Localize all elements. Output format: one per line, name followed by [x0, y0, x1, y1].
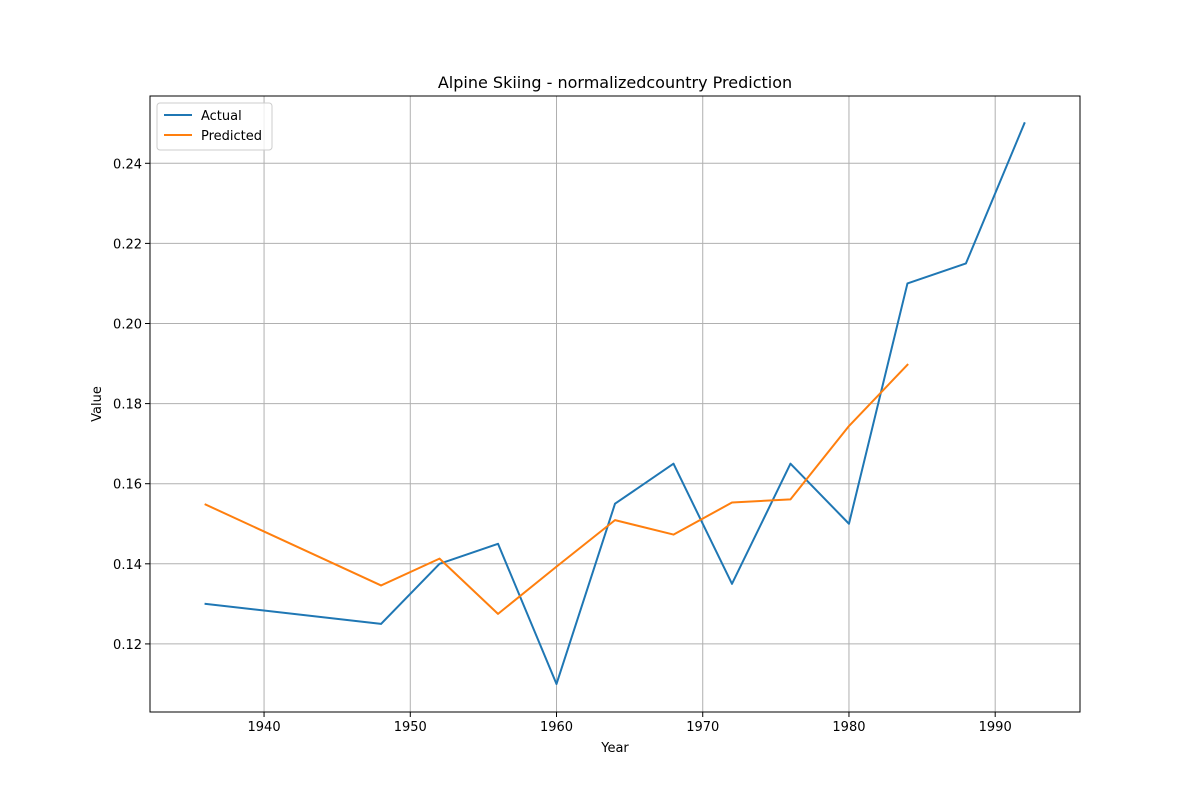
legend-label-predicted: Predicted: [201, 129, 262, 144]
y-tick-label: 0.12: [113, 638, 142, 653]
data-point-actual: [906, 282, 909, 285]
data-point-actual: [789, 462, 792, 465]
data-point-predicted: [672, 533, 675, 536]
data-point-actual: [555, 683, 558, 685]
data-point-actual: [731, 583, 733, 585]
data-point-predicted: [497, 613, 499, 615]
series-layer: [204, 121, 1026, 685]
x-tick-label: 1980: [832, 720, 865, 735]
y-tick-label: 0.22: [113, 237, 142, 252]
data-point-actual: [1023, 122, 1026, 125]
x-tick-label: 1940: [248, 720, 281, 735]
chart-title: Alpine Skiing - normalizedcountry Predic…: [438, 73, 792, 92]
y-axis-label: Value: [90, 386, 105, 422]
data-point-predicted: [789, 498, 792, 501]
y-tick-label: 0.16: [113, 478, 142, 493]
x-tick-label: 1950: [394, 720, 427, 735]
x-tick-label: 1960: [540, 720, 573, 735]
data-point-actual: [672, 462, 675, 465]
y-tick-label: 0.20: [113, 317, 142, 332]
data-point-predicted: [614, 519, 616, 521]
data-point-actual: [380, 623, 382, 625]
data-point-predicted: [555, 565, 558, 568]
data-point-actual: [965, 262, 967, 265]
x-tick-label: 1990: [979, 720, 1012, 735]
data-point-actual: [204, 603, 207, 605]
data-point-predicted: [731, 501, 733, 504]
y-tick-label: 0.14: [113, 558, 142, 573]
y-tick-label: 0.24: [113, 157, 142, 172]
legend-label-actual: Actual: [201, 109, 242, 124]
legend: Actual Predicted: [156, 102, 273, 151]
y-tick-label: 0.18: [113, 398, 142, 413]
x-tick-label: 1970: [686, 720, 719, 735]
data-point-actual: [497, 542, 499, 545]
grid-layer: [150, 96, 1080, 712]
data-point-actual: [848, 522, 850, 525]
data-point-predicted: [380, 584, 382, 587]
y-axis-ticks: 0.12 0.14 0.16 0.18 0.20 0.22 0.24: [113, 157, 150, 653]
data-point-actual: [438, 563, 441, 565]
data-point-predicted: [848, 425, 850, 427]
data-point-predicted: [438, 557, 441, 560]
data-point-predicted: [204, 503, 207, 506]
x-axis-label: Year: [600, 741, 629, 756]
data-point-actual: [614, 502, 616, 505]
data-point-predicted: [906, 363, 909, 366]
x-axis-ticks: 1940 1950 1960 1970 1980 1990: [248, 712, 1012, 735]
